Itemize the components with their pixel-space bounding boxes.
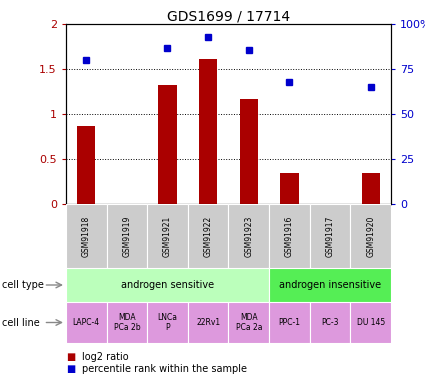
- Text: androgen insensitive: androgen insensitive: [279, 280, 381, 290]
- Bar: [280, 173, 298, 204]
- Text: PPC-1: PPC-1: [278, 318, 300, 327]
- Text: ■: ■: [66, 352, 75, 362]
- Bar: [77, 126, 95, 204]
- Text: GSM91916: GSM91916: [285, 216, 294, 257]
- Bar: [350, 204, 391, 268]
- Bar: [269, 204, 310, 268]
- Bar: [66, 302, 107, 343]
- Bar: [269, 268, 391, 302]
- Bar: [66, 268, 269, 302]
- Bar: [310, 302, 350, 343]
- Text: LAPC-4: LAPC-4: [73, 318, 100, 327]
- Bar: [188, 302, 229, 343]
- Bar: [159, 85, 177, 204]
- Text: PC-3: PC-3: [321, 318, 339, 327]
- Text: MDA
PCa 2a: MDA PCa 2a: [235, 313, 262, 332]
- Text: LNCa
P: LNCa P: [158, 313, 178, 332]
- Text: GSM91922: GSM91922: [204, 216, 212, 257]
- Bar: [240, 99, 258, 204]
- Text: GSM91923: GSM91923: [244, 216, 253, 257]
- Bar: [229, 204, 269, 268]
- Text: androgen sensitive: androgen sensitive: [121, 280, 214, 290]
- Text: DU 145: DU 145: [357, 318, 385, 327]
- Bar: [362, 173, 380, 204]
- Bar: [269, 302, 310, 343]
- Text: GSM91918: GSM91918: [82, 216, 91, 257]
- Text: GSM91920: GSM91920: [366, 216, 375, 257]
- Bar: [350, 302, 391, 343]
- Bar: [147, 204, 188, 268]
- Text: MDA
PCa 2b: MDA PCa 2b: [113, 313, 140, 332]
- Text: GSM91919: GSM91919: [122, 216, 131, 257]
- Text: 22Rv1: 22Rv1: [196, 318, 220, 327]
- Text: ■: ■: [66, 364, 75, 374]
- Bar: [66, 204, 107, 268]
- Title: GDS1699 / 17714: GDS1699 / 17714: [167, 9, 290, 23]
- Text: percentile rank within the sample: percentile rank within the sample: [82, 364, 247, 374]
- Bar: [147, 302, 188, 343]
- Bar: [188, 204, 229, 268]
- Text: cell type: cell type: [2, 280, 44, 290]
- Bar: [199, 58, 217, 204]
- Text: cell line: cell line: [2, 318, 40, 327]
- Text: GSM91917: GSM91917: [326, 216, 334, 257]
- Text: log2 ratio: log2 ratio: [82, 352, 129, 362]
- Text: GSM91921: GSM91921: [163, 216, 172, 257]
- Bar: [229, 302, 269, 343]
- Bar: [310, 204, 350, 268]
- Bar: [107, 204, 147, 268]
- Bar: [107, 302, 147, 343]
